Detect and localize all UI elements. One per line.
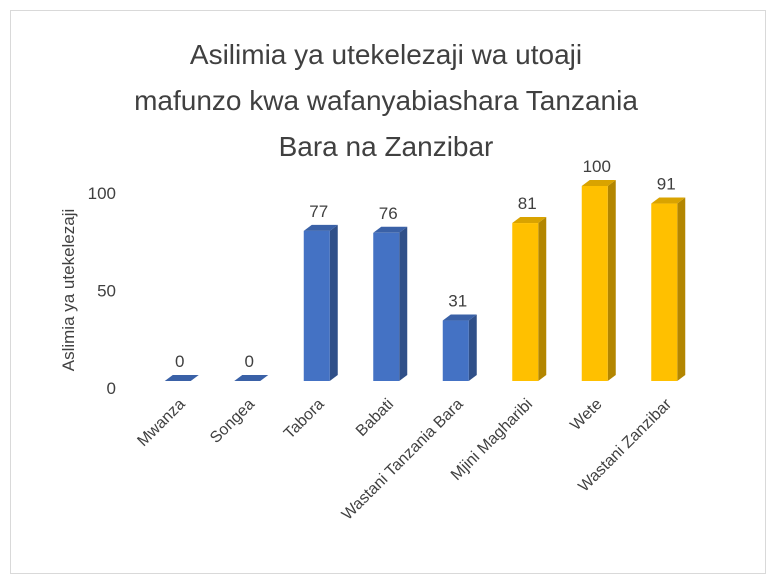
bar-side bbox=[468, 314, 477, 381]
bar bbox=[373, 232, 400, 381]
bar bbox=[581, 186, 608, 381]
y-tick-label: 100 bbox=[88, 184, 116, 203]
bar-side bbox=[399, 226, 408, 381]
bar-top bbox=[234, 375, 269, 381]
bar-top bbox=[651, 197, 686, 204]
data-label: 81 bbox=[518, 194, 537, 213]
bar-side bbox=[607, 180, 616, 381]
bar-top bbox=[373, 226, 408, 233]
bar bbox=[512, 223, 539, 381]
bar-side bbox=[329, 224, 338, 381]
data-label: 31 bbox=[448, 292, 467, 311]
bar-top bbox=[164, 375, 199, 381]
data-label: 0 bbox=[245, 352, 254, 371]
bar-side bbox=[677, 197, 686, 381]
bar bbox=[442, 320, 469, 381]
data-label: 77 bbox=[309, 202, 328, 221]
data-label: 91 bbox=[657, 175, 676, 194]
bar-top bbox=[512, 217, 547, 224]
data-label: 76 bbox=[379, 204, 398, 223]
bar-side bbox=[538, 217, 547, 381]
data-label: 100 bbox=[583, 157, 611, 176]
y-tick-label: 50 bbox=[97, 282, 116, 301]
bar-top bbox=[581, 180, 616, 186]
y-tick-label: 0 bbox=[107, 379, 116, 398]
bar bbox=[651, 203, 678, 381]
bar bbox=[303, 230, 330, 381]
bar-top bbox=[442, 314, 477, 321]
data-label: 0 bbox=[175, 352, 184, 371]
chart-title: Asilimia ya utekelezaji wa utoaji mafunzo… bbox=[134, 39, 638, 162]
bar-top bbox=[303, 224, 338, 231]
y-axis-label: Aslimia ya utekelezaji bbox=[59, 209, 78, 372]
